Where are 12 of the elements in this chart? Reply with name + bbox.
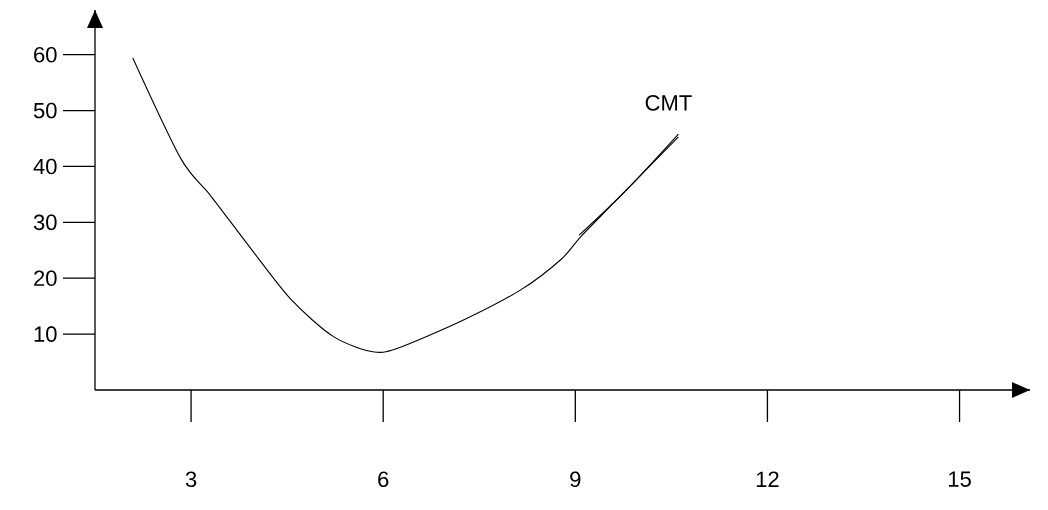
y-tick-label: 30 bbox=[33, 214, 57, 231]
x-tick-label: 12 bbox=[756, 471, 779, 487]
y-tick-label: 20 bbox=[34, 270, 57, 287]
x-tick-label: 9 bbox=[570, 471, 581, 488]
y-tick-label: 60 bbox=[34, 46, 57, 63]
x-tick-label: 6 bbox=[378, 471, 389, 488]
y-tick-label: 40 bbox=[33, 158, 57, 175]
y-tick-label: 50 bbox=[33, 102, 57, 119]
y-tick-label: 10 bbox=[34, 326, 57, 342]
x-tick-label: 15 bbox=[949, 471, 971, 487]
series-label: CMT bbox=[645, 95, 692, 111]
x-tick-label: 3 bbox=[185, 471, 197, 488]
